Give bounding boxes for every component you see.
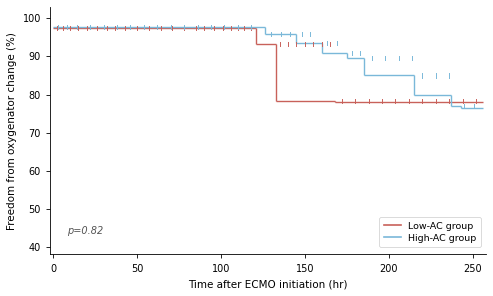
Y-axis label: Freedom from oxygenator change (%): Freedom from oxygenator change (%) <box>7 32 17 230</box>
Legend: Low-AC group, High-AC group: Low-AC group, High-AC group <box>379 217 481 247</box>
X-axis label: Time after ECMO initiation (hr): Time after ECMO initiation (hr) <box>188 279 348 289</box>
Text: p=0.82: p=0.82 <box>67 226 103 236</box>
